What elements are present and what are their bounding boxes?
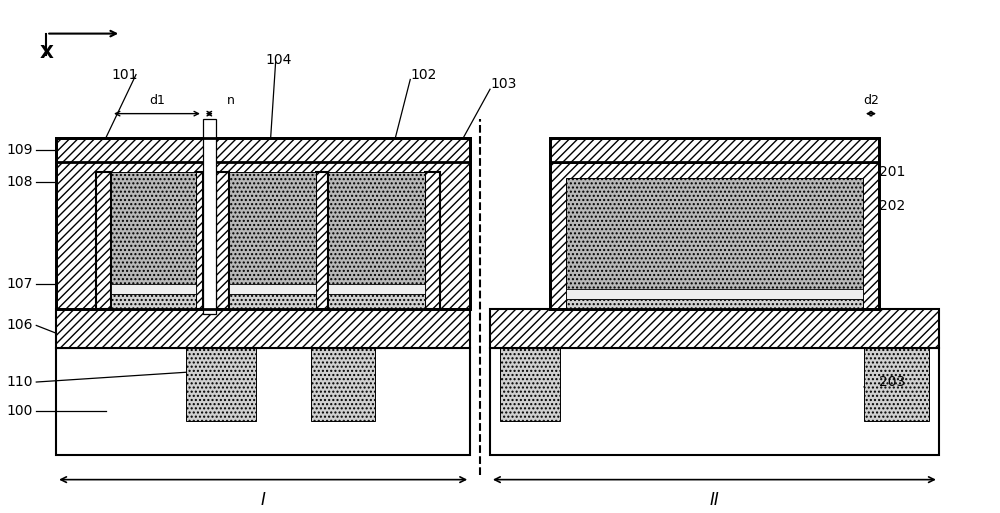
Bar: [111, 284, 196, 294]
Bar: [196, 172, 203, 309]
Text: 104: 104: [266, 53, 292, 67]
Bar: [500, 348, 560, 421]
Bar: [550, 138, 879, 163]
Text: II: II: [710, 491, 719, 509]
Text: 201: 201: [879, 165, 905, 179]
Bar: [328, 284, 425, 294]
Bar: [186, 348, 256, 421]
Text: 108: 108: [6, 175, 33, 189]
Bar: [550, 138, 879, 309]
Bar: [328, 294, 425, 309]
Text: n: n: [227, 94, 235, 107]
Bar: [316, 172, 328, 309]
Bar: [229, 172, 316, 294]
Bar: [490, 348, 939, 455]
Bar: [550, 163, 879, 309]
Bar: [56, 138, 470, 309]
Bar: [96, 172, 111, 309]
Bar: [229, 284, 316, 294]
Text: 107: 107: [6, 278, 33, 291]
Bar: [111, 172, 196, 294]
Bar: [216, 172, 229, 309]
Bar: [111, 294, 196, 309]
Text: 106: 106: [6, 319, 33, 332]
Bar: [203, 119, 216, 314]
Bar: [328, 172, 425, 294]
Text: d1: d1: [149, 94, 165, 107]
Text: 100: 100: [6, 404, 33, 418]
Text: X: X: [39, 44, 53, 62]
Bar: [425, 172, 440, 309]
Bar: [566, 178, 863, 299]
Text: 103: 103: [490, 77, 516, 91]
Bar: [566, 289, 863, 299]
Bar: [566, 299, 863, 309]
Bar: [56, 309, 470, 348]
Bar: [56, 138, 470, 309]
Bar: [56, 348, 470, 455]
Text: 109: 109: [6, 143, 33, 157]
Text: 203: 203: [879, 375, 905, 389]
Text: 202: 202: [879, 200, 905, 213]
Bar: [311, 348, 375, 421]
Bar: [490, 309, 939, 348]
Text: 102: 102: [410, 68, 437, 82]
Text: 110: 110: [6, 375, 33, 389]
Bar: [229, 294, 316, 309]
Text: d2: d2: [863, 94, 879, 107]
Text: I: I: [261, 491, 266, 509]
Bar: [56, 138, 470, 163]
Bar: [864, 348, 929, 421]
Text: 101: 101: [111, 68, 138, 82]
